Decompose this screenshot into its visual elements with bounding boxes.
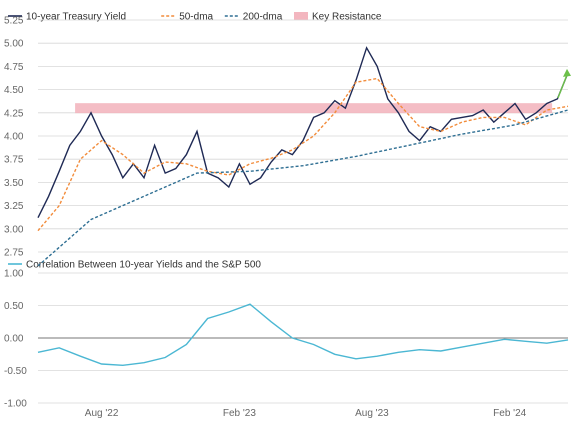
key-resistance-band [75, 103, 553, 114]
legend-label: 10-year Treasury Yield [26, 12, 126, 23]
series-bottom [37, 303, 569, 367]
x-tick-label: Aug '23 [355, 408, 389, 419]
y-tick-label: 2.75 [4, 248, 24, 259]
y-tick-label: 5.25 [4, 16, 24, 27]
y-tick-label: 4.50 [4, 85, 24, 96]
y-ticks-bottom: 1.00 0.50 0.00 -0.50 -1.00 [4, 269, 27, 410]
y-tick-label: 3.75 [4, 155, 24, 166]
series-200-dma [37, 109, 569, 267]
y-tick-label: 3.00 [4, 224, 24, 235]
x-ticks: Aug '22 Feb '23 Aug '23 Feb '24 [85, 408, 527, 419]
legend-label: 50-dma [179, 12, 213, 23]
y-tick-label: 5.00 [4, 39, 24, 50]
y-tick-label: 4.25 [4, 108, 24, 119]
legend-label: Key Resistance [312, 12, 382, 23]
grid-top [38, 19, 568, 253]
series-top [37, 46, 571, 267]
legend-top: 10-year Treasury Yield 50-dma 200-dma Key R… [8, 12, 382, 23]
y-tick-label: 3.25 [4, 201, 24, 212]
y-tick-label: 4.00 [4, 132, 24, 143]
y-ticks-top: 5.25 5.00 4.75 4.50 4.25 4.00 3.75 3.50 3.25 3.00… [4, 16, 24, 259]
series-10-year-yield [37, 46, 569, 219]
y-tick-label: 0.50 [4, 301, 24, 312]
trend-arrow-head [563, 68, 571, 77]
y-tick-label: -1.00 [4, 399, 27, 410]
legend-label: 200-dma [243, 12, 283, 23]
x-tick-label: Feb '24 [493, 408, 526, 419]
y-tick-label: 4.75 [4, 62, 24, 73]
y-tick-label: 3.50 [4, 178, 24, 189]
series-correlation [37, 303, 569, 367]
x-tick-label: Feb '23 [223, 408, 256, 419]
y-tick-label: 1.00 [4, 269, 24, 280]
trend-arrow-line [557, 74, 568, 99]
legend-label: Correlation Between 10-year Yields and t… [26, 260, 261, 271]
x-tick-label: Aug '22 [85, 408, 119, 419]
y-tick-label: -0.50 [4, 366, 27, 377]
y-tick-label: 0.00 [4, 334, 24, 345]
legend-swatch [294, 12, 308, 20]
legend-bottom: Correlation Between 10-year Yields and t… [8, 260, 261, 271]
series-50-dma [37, 77, 569, 232]
key-resistance-rect [75, 103, 553, 114]
